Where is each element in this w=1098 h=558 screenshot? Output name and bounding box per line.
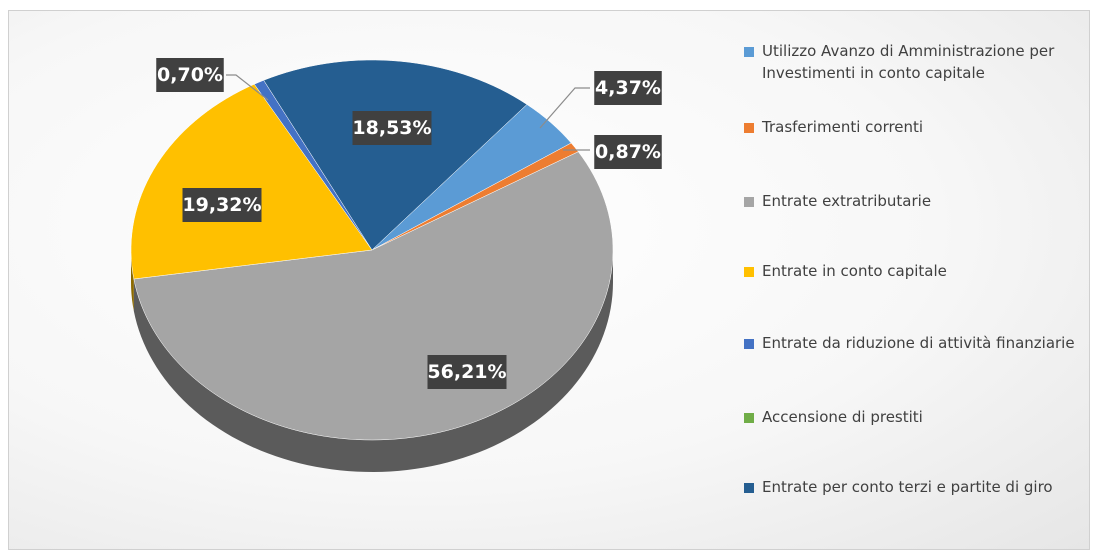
slice (371, 104, 572, 251)
legend-label: Entrate extratributarie (762, 192, 932, 210)
slice (130, 83, 373, 280)
legend-swatch (744, 267, 754, 277)
legend-swatch (744, 197, 754, 207)
data-label: 18,53% (352, 117, 431, 139)
data-label-box (182, 188, 262, 222)
data-label-box (156, 58, 224, 92)
legend-label: Utilizzo Avanzo di Amministrazione per I… (762, 42, 1055, 82)
legend-label: Entrate per conto terzi e partite di gir… (762, 478, 1053, 496)
data-label: 0,87% (595, 141, 661, 163)
data-label: 19,32% (182, 194, 261, 216)
data-label: 56,21% (427, 361, 506, 383)
legend-item: Entrate extratributarie (744, 190, 1079, 212)
data-label-box (594, 71, 662, 105)
legend-label: Accensione di prestiti (762, 408, 923, 426)
legend-item: Utilizzo Avanzo di Amministrazione per I… (744, 40, 1079, 84)
legend-item: Entrate per conto terzi e partite di gir… (744, 476, 1079, 498)
legend-swatch (744, 123, 754, 133)
legend-swatch (744, 413, 754, 423)
legend-label: Entrate in conto capitale (762, 262, 947, 280)
legend-swatch (744, 47, 754, 57)
legend-swatch (744, 483, 754, 493)
legend-item: Entrate da riduzione di attività finanzi… (744, 332, 1079, 354)
legend-item: Accensione di prestiti (744, 406, 1079, 428)
legend-item: Trasferimenti correnti (744, 116, 1079, 138)
data-label-box (427, 355, 507, 389)
data-label-box (352, 111, 432, 145)
legend-label: Entrate da riduzione di attività finanzi… (762, 334, 1075, 352)
legend-item: Entrate in conto capitale (744, 260, 1079, 282)
legend-label: Trasferimenti correnti (762, 118, 924, 136)
leader-line (539, 87, 590, 129)
leader-line (226, 74, 269, 101)
data-label-box (594, 135, 662, 169)
slice (263, 59, 528, 251)
legend-swatch (744, 339, 754, 349)
slice-side (133, 250, 613, 472)
data-label: 4,37% (595, 77, 661, 99)
data-label: 0,70% (157, 64, 223, 86)
